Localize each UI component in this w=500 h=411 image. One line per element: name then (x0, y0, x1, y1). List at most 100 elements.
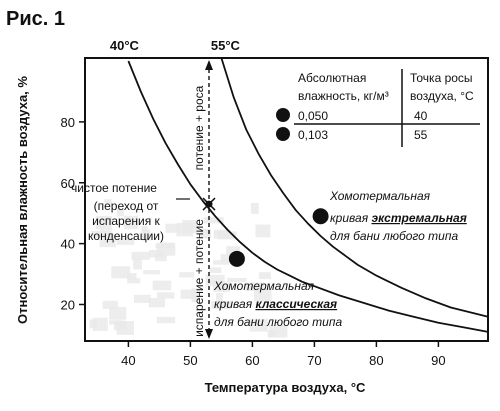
texture-blob (134, 294, 151, 303)
table-marker-1 (276, 108, 290, 122)
texture-blob (165, 223, 180, 233)
texture-blob (156, 316, 176, 324)
texture-blob (102, 300, 118, 310)
clean-sweat-line-4: конденсации) (88, 229, 164, 243)
clean-sweat-line-3: испарения к (92, 214, 160, 228)
texture-blob (209, 267, 222, 274)
vertical-dashed-line (205, 60, 213, 339)
texture-blob (245, 282, 265, 292)
texture-blob (104, 199, 112, 205)
texture-blob (255, 224, 271, 238)
texture-blob (148, 250, 164, 258)
extremal-line-3: для бани любого типа (330, 229, 458, 243)
texture-blob (156, 292, 175, 299)
annotation-sweat-dew: потение + роса (192, 85, 206, 170)
table-background (262, 64, 484, 150)
texture-blob (213, 260, 229, 265)
classic-line-3: для бани любого типа (214, 315, 342, 329)
marker-2 (228, 250, 245, 267)
texture-blob (211, 300, 232, 310)
annotation-evap-sweat: испарение + потение (192, 219, 206, 337)
texture-blob (127, 278, 141, 284)
arrow-down (205, 329, 213, 339)
y-tick-label: 40 (61, 237, 75, 252)
marker-1 (312, 208, 329, 225)
curves (127, 57, 489, 333)
texture-blob (191, 288, 201, 303)
texture-blob (267, 330, 277, 338)
x-axis-ticks: 40 50 60 70 80 90 (121, 341, 446, 368)
texture-blob (203, 217, 224, 224)
table-header-left-1: Абсолютная (298, 71, 366, 85)
texture-blob (226, 246, 241, 256)
x-tick-label: 40 (121, 353, 135, 368)
texture-blob (179, 272, 195, 278)
texture-blob (152, 280, 172, 291)
texture-blob (227, 277, 247, 283)
table-dew-1: 40 (414, 109, 428, 123)
y-tick-label: 80 (61, 115, 75, 130)
texture-blob (111, 266, 131, 279)
table-abs-2: 0,103 (298, 128, 328, 142)
marked-point-cross (202, 197, 216, 211)
texture-blob (180, 289, 196, 299)
plot-frame (84, 57, 489, 342)
texture-blob (133, 258, 142, 270)
y-tick-label: 60 (61, 176, 75, 191)
texture-blob (90, 231, 108, 238)
texture-blob (123, 215, 139, 230)
texture-blob (250, 202, 259, 214)
table-header-right-1: Точка росы (410, 71, 473, 85)
texture-blob (100, 228, 112, 237)
x-tick-label: 80 (369, 353, 383, 368)
curve-40 (127, 60, 489, 333)
table-header-left-2: влажность, кг/м³ (298, 89, 389, 103)
classic-line-1: Хомотермальная (213, 279, 315, 293)
texture-blob (131, 251, 150, 260)
curve-label-55: 55°С (211, 38, 241, 53)
arrow-up (205, 60, 213, 70)
dot-markers (228, 208, 329, 267)
texture-blob (148, 298, 165, 308)
marked-point (202, 197, 216, 211)
curve-label-40: 40°С (110, 38, 140, 53)
table-header-right-2: воздуха, °С (410, 89, 474, 103)
y-axis-ticks: 20 40 60 80 (61, 115, 85, 312)
texture-blob (254, 288, 272, 302)
x-tick-label: 70 (307, 353, 321, 368)
texture-blob (92, 317, 108, 331)
classic-line-2: кривая классическая (214, 297, 337, 311)
x-tick-label: 60 (245, 353, 259, 368)
extremal-line-1: Хомотермальная (329, 189, 431, 203)
table-abs-1: 0,050 (298, 109, 328, 123)
texture-blob (213, 282, 230, 293)
texture-blob (109, 306, 127, 320)
texture-blob (116, 237, 135, 245)
plot-background-texture (89, 199, 288, 338)
figure-label: Рис. 1 (6, 8, 65, 30)
texture-blob (249, 318, 268, 332)
texture-blob (200, 228, 208, 233)
annotation-clean-sweat: чистое потение (переход от испарения к к… (71, 181, 190, 243)
texture-blob (216, 292, 223, 305)
texture-blob (155, 243, 175, 249)
x-tick-label: 50 (183, 353, 197, 368)
texture-blob (141, 229, 151, 241)
clean-sweat-line-1: чистое потение (71, 181, 157, 195)
texture-blob (155, 254, 167, 262)
table-marker-2 (276, 127, 290, 141)
y-tick-label: 20 (61, 297, 75, 312)
texture-blob (220, 254, 237, 262)
annotation-classic: Хомотермальная кривая классическая для б… (213, 279, 342, 329)
texture-blob (200, 229, 212, 239)
texture-blob (95, 216, 112, 230)
annotation-extremal: Хомотермальная кривая экстремальная для … (329, 189, 467, 243)
y-axis-label: Относительная влажность воздуха, % (15, 76, 30, 324)
texture-blob (126, 273, 137, 280)
texture-blob (109, 320, 122, 325)
table-dew-2: 55 (414, 128, 428, 142)
texture-blob (258, 272, 271, 280)
data-table: Абсолютная влажность, кг/м³ Точка росы в… (262, 64, 484, 150)
x-tick-label: 90 (431, 353, 445, 368)
